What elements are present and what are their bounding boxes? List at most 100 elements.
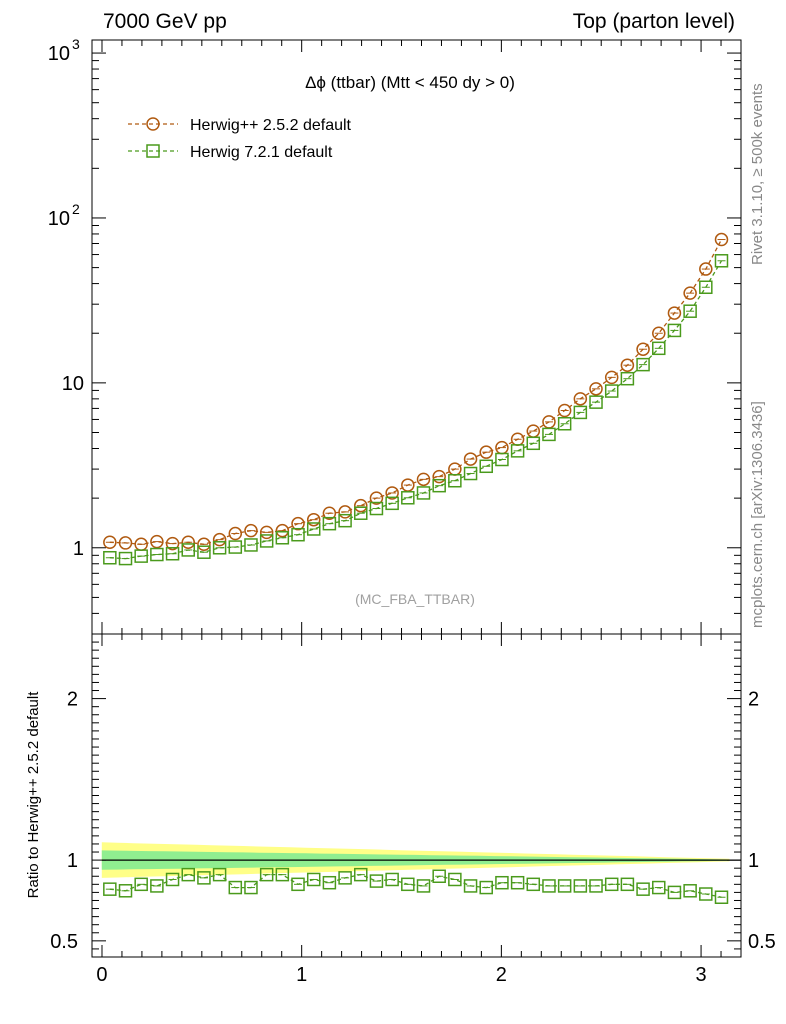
data-point: [479, 880, 493, 895]
data-point: [557, 417, 572, 431]
data-point: [432, 469, 446, 484]
data-point: [479, 459, 493, 474]
data-point: [683, 884, 697, 898]
data-point: [620, 358, 635, 372]
ratio-plot: 0 1 2 3 0.5 0.5 1 1 2 2: [50, 633, 776, 986]
data-point: [150, 547, 164, 562]
data-point: [495, 452, 509, 467]
x-tick-label: 3: [695, 964, 706, 986]
data-point: [385, 496, 399, 511]
data-point: [322, 875, 337, 890]
data-point: [338, 871, 352, 885]
legend-entry-herwig7: Herwig 7.2.1 default: [128, 144, 333, 161]
y-tick-label: 10: [62, 373, 84, 395]
data-point: [620, 371, 635, 386]
legend-entry-herwigpp: Herwig++ 2.5.2 default: [128, 117, 352, 134]
data-point: [212, 532, 227, 547]
data-point: [416, 879, 431, 893]
data-point: [306, 522, 321, 536]
data-point: [542, 427, 556, 442]
data-point: [401, 877, 415, 892]
data-point: [103, 535, 117, 550]
data-point: [259, 534, 274, 548]
data-point: [354, 506, 368, 520]
data-point: [416, 486, 431, 500]
data-point: [369, 874, 384, 888]
data-point: [432, 478, 446, 493]
data-point: [228, 880, 243, 895]
ratio-y-tick-label: 0.5: [50, 931, 78, 953]
data-point: [699, 887, 713, 901]
data-point: [338, 505, 352, 519]
data-point: [385, 872, 399, 887]
data-point: [291, 516, 305, 531]
data-point: [165, 546, 180, 561]
data-point: [604, 370, 619, 385]
data-point: [244, 538, 258, 552]
data-point: [573, 879, 588, 893]
data-point: [667, 885, 682, 900]
ratio-plot-frame: [91, 633, 742, 958]
data-point: [589, 382, 603, 396]
data-point: [510, 875, 525, 890]
data-point: [699, 262, 713, 276]
data-point: [181, 543, 196, 557]
data-point: [604, 877, 619, 892]
data-point: [636, 342, 650, 356]
data-point: [557, 879, 572, 893]
data-point: [369, 491, 384, 505]
data-point: [604, 384, 619, 398]
data-point: [275, 531, 290, 545]
data-point: [165, 536, 180, 551]
data-point: [150, 879, 164, 893]
y-tick-label-exponent: 2: [72, 201, 80, 217]
series-line-ratio-0: [109, 873, 722, 898]
series-line-main-0: [109, 239, 723, 545]
data-point: [416, 472, 431, 487]
header-process: Top (parton level): [573, 10, 735, 33]
analysis-tag: (MC_FBA_TTBAR): [355, 591, 475, 607]
data-point: [401, 491, 415, 505]
data-point: [228, 540, 243, 554]
data-point: [385, 486, 399, 500]
data-point: [212, 541, 227, 555]
data-point: [369, 501, 384, 516]
data-point: [526, 436, 541, 451]
legend-square-marker-icon: [146, 144, 160, 158]
x-tick-label: 2: [496, 964, 507, 986]
data-point: [714, 232, 729, 247]
data-point: [150, 534, 164, 549]
data-point: [275, 523, 290, 538]
y-tick-label: 10: [48, 208, 70, 230]
main-plot-title: Δϕ (ttbar) (Mtt < 450 dy > 0): [305, 73, 515, 92]
data-point: [526, 877, 541, 892]
data-point: [244, 523, 258, 538]
data-point: [573, 392, 588, 406]
data-point: [463, 879, 478, 893]
header-energy: 7000 GeV pp: [103, 10, 227, 33]
data-point: [589, 395, 603, 409]
data-point: [306, 872, 321, 887]
data-point: [322, 506, 337, 520]
data-point: [479, 445, 493, 459]
data-point: [448, 473, 462, 488]
ratio-y-axis-label: Ratio to Herwig++ 2.5.2 default: [25, 691, 42, 899]
x-tick-label: 0: [96, 964, 107, 986]
data-point: [589, 879, 603, 893]
data-point: [714, 254, 729, 268]
ratio-y-tick-label: 1: [67, 850, 78, 872]
x-tick-label: 1: [296, 964, 307, 986]
data-point: [181, 867, 196, 882]
data-point: [212, 867, 227, 882]
ratio-y-tick-label: 0.5: [748, 931, 776, 953]
ratio-y-tick-label: 2: [748, 689, 759, 711]
data-point: [683, 286, 697, 300]
data-point: [259, 525, 274, 540]
legend-label-herwig7: Herwig 7.2.1 default: [190, 144, 333, 161]
data-point: [103, 550, 117, 565]
ratio-y-tick-label: 2: [67, 689, 78, 711]
data-point: [197, 545, 211, 559]
data-point: [197, 871, 211, 885]
data-point: [667, 323, 682, 338]
